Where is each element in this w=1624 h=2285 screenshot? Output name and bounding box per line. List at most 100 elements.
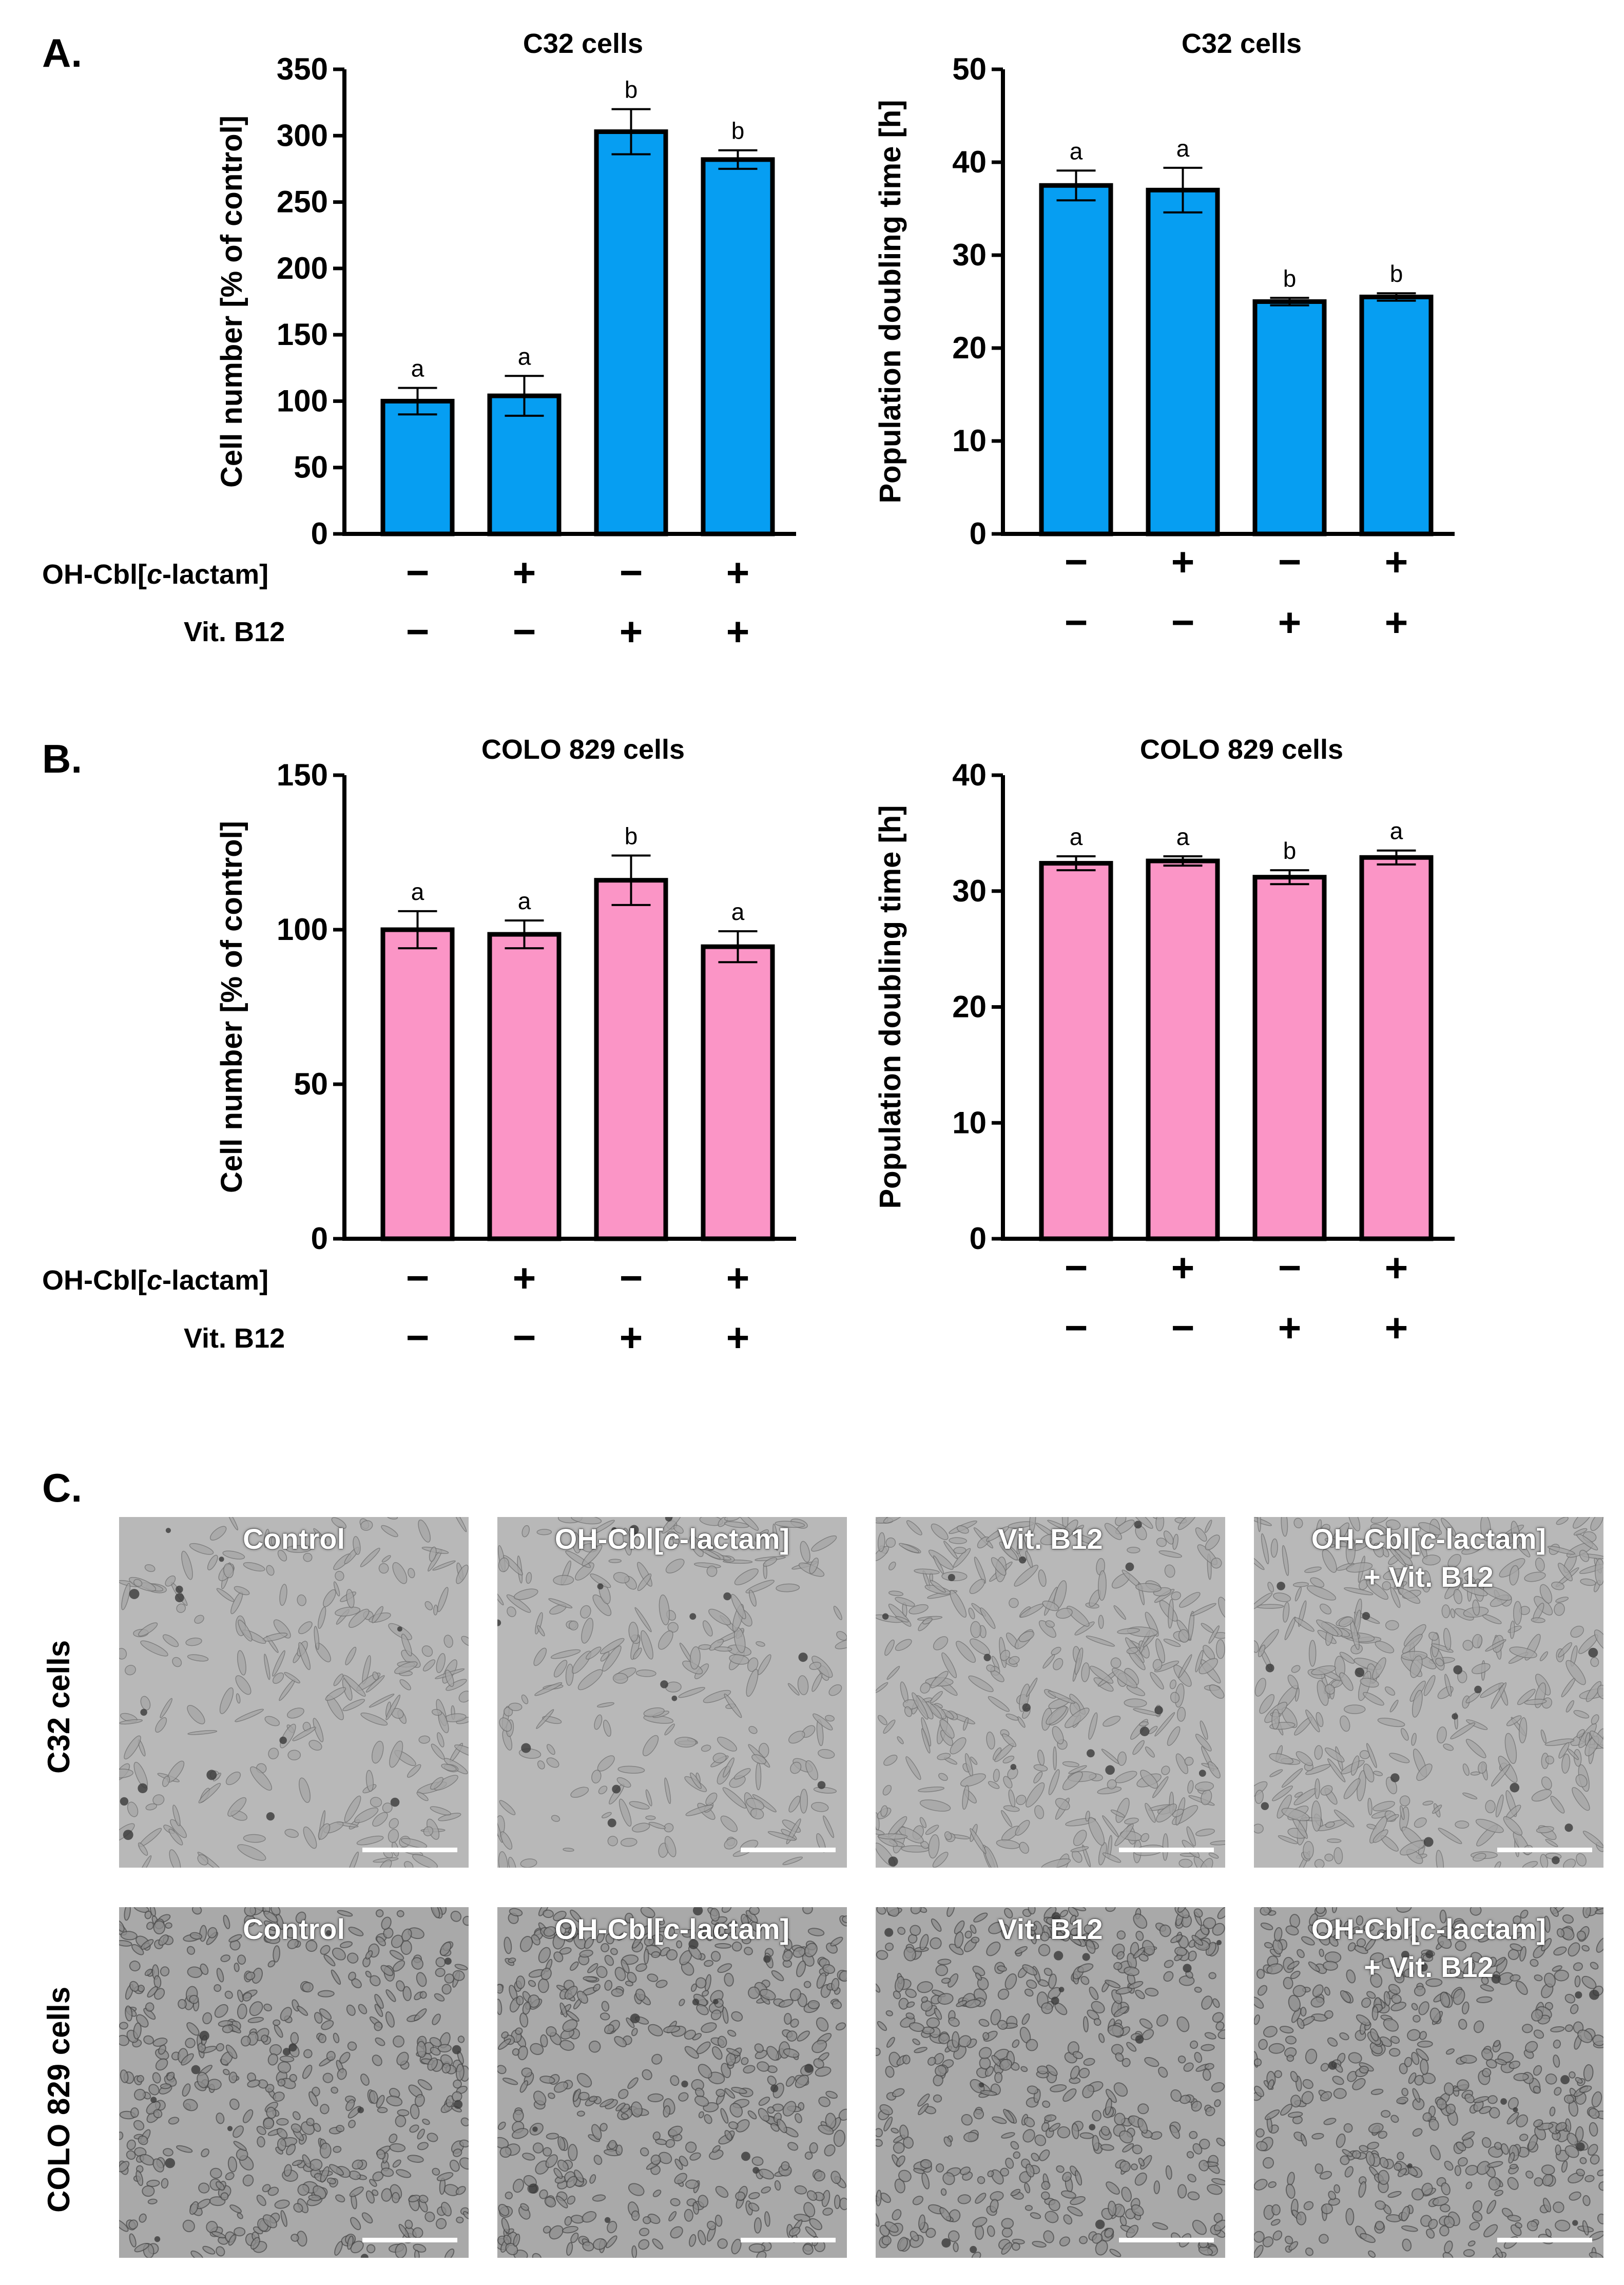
cell-shape (783, 2048, 800, 2058)
cell-shape (145, 1803, 158, 1811)
cell-shape (757, 2061, 770, 2072)
cell-shape (1211, 2178, 1225, 2185)
cell-shape (416, 1972, 427, 1987)
cell-shape (348, 1971, 356, 1981)
round-cell (671, 1695, 678, 1701)
cell-shape (933, 2053, 944, 2065)
cell-shape (700, 1547, 721, 1560)
cell-shape (946, 1907, 955, 1917)
round-cell (1010, 1764, 1017, 1770)
cell-shape (936, 2163, 944, 2173)
cell-shape (1507, 2177, 1519, 2190)
cell-shape (753, 2217, 762, 2234)
cell-shape (1117, 1628, 1140, 1635)
cell-shape (703, 1689, 731, 1703)
cell-texture (1254, 1907, 1603, 2258)
cell-shape (970, 1638, 990, 1656)
cell-shape (365, 1950, 373, 1960)
y-tick-label: 150 (277, 317, 328, 352)
cell-shape (1029, 1517, 1036, 1533)
cell-shape (124, 1907, 131, 1921)
cell-shape (1382, 1581, 1391, 1590)
cell-shape (207, 1927, 218, 1938)
cell-shape (1176, 2016, 1190, 2032)
cell-shape (1573, 1962, 1583, 1971)
sign-oh-3: − (1278, 1245, 1302, 1290)
cell-shape (209, 2167, 222, 2179)
cell-shape (892, 2209, 902, 2221)
cell-shape (522, 2153, 535, 2161)
cell-shape (1156, 1538, 1167, 1547)
cell-shape (299, 1777, 311, 1803)
cell-shape (655, 1980, 668, 1988)
cell-shape (564, 1985, 578, 2000)
cell-shape (190, 2250, 204, 2258)
cell-shape (432, 1560, 456, 1571)
cell-shape (1048, 1691, 1075, 1704)
cell-shape (320, 2166, 330, 2183)
cell-shape (567, 2195, 576, 2205)
cell-shape (1525, 2041, 1538, 2053)
cell-shape (910, 1925, 921, 1936)
cell-shape (1375, 1641, 1395, 1654)
cell-shape (733, 1768, 751, 1780)
cell-shape (823, 1815, 835, 1838)
cell-shape (386, 2096, 403, 2106)
cell-shape (643, 1707, 665, 1717)
cell-shape (720, 2108, 729, 2124)
cell-shape (1510, 1932, 1523, 1940)
cell-shape (957, 2194, 971, 2204)
cell-shape (1420, 2058, 1429, 2075)
cell-shape (1203, 1917, 1216, 1929)
cell-shape (508, 1702, 523, 1711)
cell-shape (813, 1787, 837, 1794)
vit-b12-label-b: Vit. B12 (184, 1323, 285, 1354)
cell-shape (617, 1932, 626, 1941)
round-cell (665, 1517, 672, 1522)
cell-shape (1597, 2169, 1603, 2177)
cell-shape (876, 1982, 881, 1993)
round-cell (282, 2048, 291, 2056)
cell-shape (1001, 2227, 1013, 2238)
cell-shape (1372, 1657, 1386, 1680)
cell-shape (1109, 2249, 1122, 2257)
cell-shape (1048, 1973, 1057, 1989)
y-tick-label: 150 (277, 758, 328, 792)
cell-shape (1323, 2118, 1337, 2125)
cell-shape (391, 1934, 403, 1948)
cell-shape (452, 2148, 462, 2157)
cell-shape (497, 2038, 511, 2050)
cell-shape (414, 2008, 427, 2021)
cell-shape (1297, 2018, 1305, 2029)
cell-shape (291, 2123, 302, 2133)
cell-shape (588, 2040, 601, 2053)
cell-shape (319, 2142, 332, 2159)
cell-shape (1169, 1679, 1176, 1689)
cell-shape (746, 1668, 759, 1697)
cell-shape (1257, 1517, 1261, 1532)
cell-shape (1550, 1907, 1559, 1917)
cell-shape (639, 1925, 651, 1936)
cell-shape (618, 2089, 629, 2099)
cell-shape (353, 1536, 361, 1555)
cell-shape (125, 1665, 136, 1676)
cell-shape (741, 1913, 749, 1927)
cell-shape (1006, 1713, 1019, 1721)
cell-shape (1307, 1585, 1337, 1601)
significance-letter: b (731, 118, 745, 144)
cell-shape (1183, 2062, 1194, 2072)
cell-shape (1389, 1753, 1410, 1763)
cell-shape (883, 1719, 896, 1734)
cell-shape (904, 1706, 913, 1717)
cell-shape (1292, 1985, 1306, 1998)
cell-shape (1180, 2095, 1191, 2104)
cell-shape (1271, 1708, 1280, 1730)
cell-shape (369, 2090, 378, 2104)
cell-shape (1375, 2200, 1386, 2210)
cell-shape (331, 2086, 338, 2094)
cell-shape (396, 1980, 405, 1992)
cell-shape (986, 1664, 995, 1673)
cell-shape (1518, 1717, 1528, 1743)
cell-shape (982, 2032, 990, 2040)
cell-shape (1449, 1968, 1465, 1979)
